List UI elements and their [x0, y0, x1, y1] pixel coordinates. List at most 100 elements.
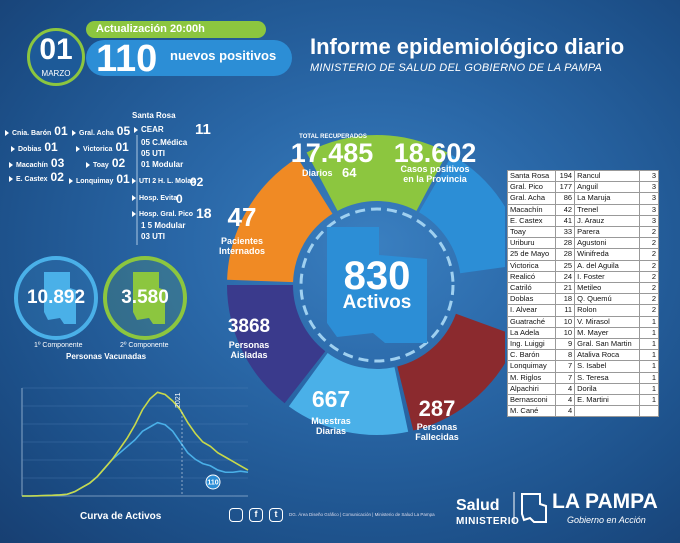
la-pampa-logo-text: LA PAMPA [552, 490, 658, 513]
santa-rosa-title: Santa Rosa [132, 111, 176, 120]
table-cell-count: 24 [555, 270, 576, 284]
table-cell-name: Uriburu [506, 237, 557, 250]
table-row: Realicó 24 I. Foster 2 [506, 270, 659, 284]
table-cell-name: Dorila [574, 382, 640, 396]
table-cell-name: Gral. Acha [506, 192, 557, 205]
locality-item: Dobias 01 [11, 140, 58, 154]
table-cell-count: 2 [639, 259, 659, 272]
ministerio-logo-text: MINISTERIO [456, 516, 520, 527]
table-cell-name: M. Mayer [574, 326, 640, 340]
triangle-icon [132, 178, 136, 185]
cear-line: 05 UTI [141, 149, 166, 158]
table-row: Bernasconi 4 E. Martini 1 [506, 394, 659, 407]
table-cell-count: 10 [555, 326, 576, 340]
triangle-icon [11, 146, 15, 153]
table-cell-name: M. Riglos [506, 371, 557, 384]
recovered-label: TOTAL RECUPERADOS [299, 134, 367, 140]
table-cell-name: 25 de Mayo [506, 248, 557, 261]
instagram-icon[interactable] [229, 508, 243, 522]
table-cell-count: 7 [555, 371, 576, 384]
locality-item: Macachín 03 [9, 156, 64, 170]
table-cell-name: J. Arauz [574, 214, 640, 228]
table-row: Doblas 18 Q. Quemú 2 [506, 293, 659, 306]
table-cell-count: 2 [639, 293, 659, 306]
cear-count: 11 [195, 121, 211, 138]
active-num: 830 [343, 254, 411, 298]
table-cell-count: 28 [555, 248, 576, 261]
chart-current-badge [205, 474, 221, 490]
pico-count: 18 [196, 205, 212, 221]
date-badge: 01 MARZO [27, 28, 85, 86]
table-cell-count: 10 [555, 315, 576, 328]
pico-line: 1 5 Modular [141, 221, 186, 230]
locality-item: Cnia. Barón 01 [5, 124, 68, 138]
table-cell-name: Parera [574, 226, 640, 239]
triangle-icon [134, 126, 138, 133]
table-cell-count: 25 [555, 259, 576, 272]
triangle-icon [5, 130, 9, 137]
table-cell-name: Victorica [506, 259, 557, 272]
facebook-icon[interactable]: f [249, 508, 263, 522]
table-cell-name: Ing. Luiggi [506, 338, 557, 351]
cear-label: CEAR [134, 125, 164, 134]
table-cell-name: Ataliva Roca [574, 349, 640, 362]
interned-label: Pacientes Internados [218, 236, 265, 256]
table-cell-name: Bernasconi [506, 394, 557, 407]
table-cell-count: 42 [555, 203, 576, 216]
interned-segment [227, 157, 333, 283]
table-cell-count: 2 [639, 282, 659, 295]
isolated-num: 3868 [227, 316, 271, 337]
chart-series-line [22, 391, 249, 497]
table-cell-name: E. Castex [506, 214, 557, 228]
table-cell-name: Santa Rosa [506, 169, 557, 183]
samples-segment [288, 352, 409, 435]
chart-title: Curva de Activos [80, 511, 162, 522]
table-cell-count: 1 [639, 360, 659, 373]
table-row: Macachín 42 Trenel 3 [506, 203, 659, 216]
table-row: La Adela 10 M. Mayer 1 [506, 326, 659, 340]
interned-num: 47 [227, 202, 257, 232]
isolated-label: Personas Aisladas [228, 340, 270, 360]
table-cell-name: Alpachiri [506, 382, 557, 396]
table-cell-count: 3 [639, 203, 659, 216]
samples-label: Muestras Diarias [311, 416, 351, 436]
table-row: Uriburu 28 Agustoni 2 [506, 237, 659, 250]
table-row: Catriló 21 Metileo 2 [506, 282, 659, 295]
la-pampa-map-icon [44, 272, 76, 324]
table-cell-count: 2 [639, 304, 659, 317]
inner-ring [299, 207, 455, 363]
active-label: Activos [342, 292, 412, 313]
table-cell-count: 194 [555, 169, 576, 183]
gobierno-tagline: Gobierno en Acción [567, 515, 646, 525]
table-cell-count: 3 [639, 181, 659, 194]
recovered-segment [306, 135, 448, 211]
page-title: Informe epidemiológico diario [310, 34, 625, 59]
table-cell-count: 1 [639, 382, 659, 396]
locality-item: E. Castex 02 [9, 170, 64, 184]
uti-count: 02 [190, 175, 204, 189]
first-dose-num: 10.892 [26, 287, 86, 308]
la-pampa-logo-icon [513, 492, 547, 524]
table-cell-count: 21 [555, 282, 576, 295]
table-row: Ing. Luiggi 9 Gral. San Martin 1 [506, 338, 659, 351]
table-row: 25 de Mayo 28 Winifreda 2 [506, 248, 659, 261]
second-dose-num: 3.580 [121, 287, 169, 308]
samples-num: 667 [311, 386, 351, 412]
update-time: Actualización 20:00h [86, 21, 266, 38]
first-dose-circle: 10.892 [14, 256, 98, 340]
triangle-icon [69, 178, 73, 185]
cear-line: 05 C.Médica [141, 138, 188, 147]
table-cell-name: A. del Aguila [574, 259, 640, 272]
table-cell-count: 2 [639, 270, 659, 284]
table-row: Alpachiri 4 Dorila 1 [506, 382, 659, 396]
deceased-num: 287 [418, 396, 456, 421]
table-row: M. Riglos 7 S. Teresa 1 [506, 371, 659, 384]
twitter-icon[interactable]: t [269, 508, 283, 522]
positives-num: 18.602 [393, 138, 477, 168]
table-cell-count: 1 [639, 338, 659, 351]
active-curve-chart: 2021 110 [21, 387, 249, 497]
date-day: 01 [39, 33, 73, 66]
salud-logo-text: Salud [456, 497, 500, 514]
chart-current-value: 110 [207, 480, 218, 487]
table-cell-name: Guatraché [506, 315, 557, 328]
